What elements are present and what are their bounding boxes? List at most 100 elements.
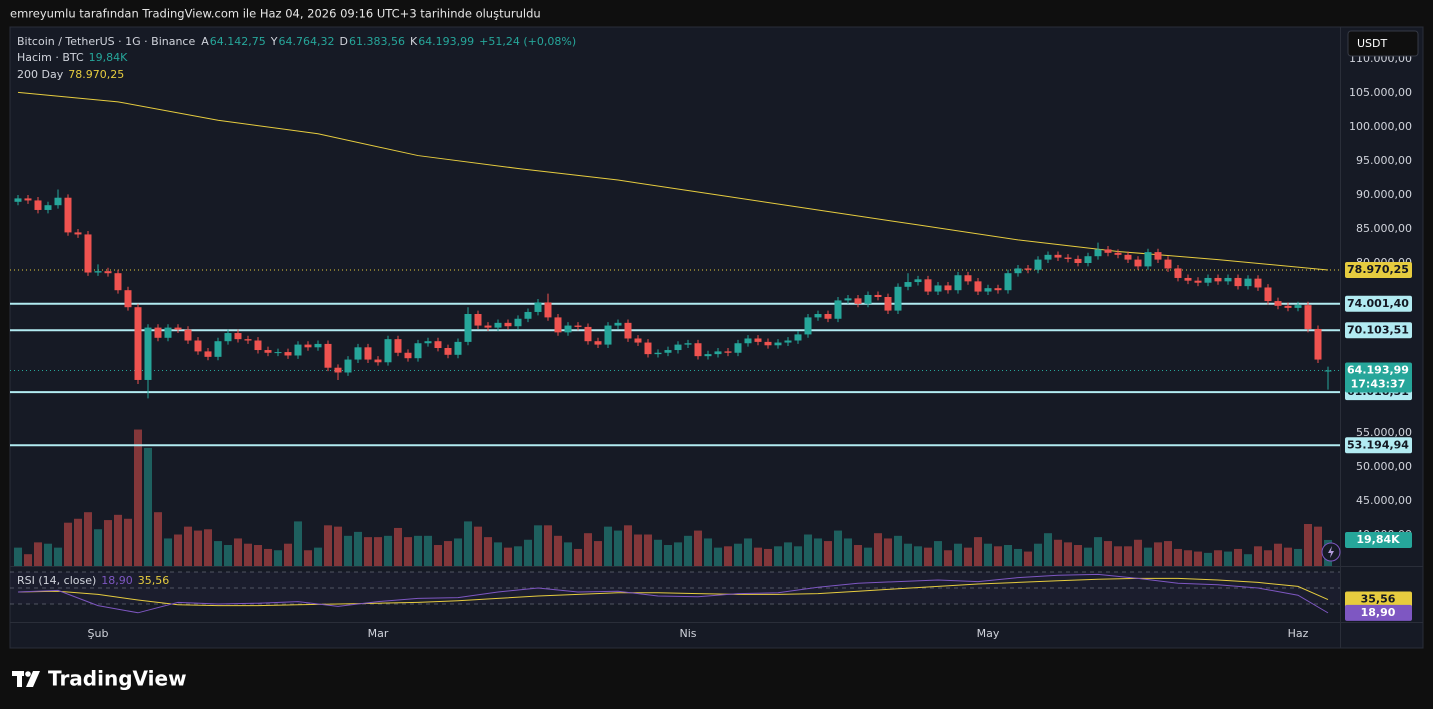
candle-body: [994, 288, 1002, 291]
volume-bar: [814, 538, 822, 566]
currency-button[interactable]: [1347, 30, 1419, 57]
volume-bar: [744, 538, 752, 566]
volume-bar: [634, 534, 642, 566]
candle-body: [1074, 258, 1082, 264]
candle-body: [304, 344, 312, 348]
volume-bar: [784, 542, 792, 566]
candle-body: [1154, 252, 1162, 260]
volume-bar: [964, 547, 972, 566]
volume-bar: [34, 542, 42, 566]
candle-body: [1214, 277, 1222, 282]
candle-body: [974, 281, 982, 292]
rsi-ma-legend-value: 35,56: [138, 574, 170, 587]
candle-body: [724, 351, 732, 353]
candle-body: [1104, 249, 1112, 253]
volume-bar: [194, 530, 202, 566]
volume-bar: [524, 539, 532, 566]
candle-body: [84, 234, 92, 273]
volume-bar: [54, 547, 62, 566]
candle-body: [614, 322, 622, 326]
candle-body: [394, 339, 402, 353]
candle-body: [554, 317, 562, 333]
candle-body: [1164, 259, 1172, 269]
volume-bar: [394, 527, 402, 566]
volume-bar: [684, 535, 692, 566]
ma-legend-name: 200 Day: [17, 68, 64, 81]
volume-bar: [314, 547, 322, 566]
volume-bar: [1114, 546, 1122, 566]
volume-bar: [904, 543, 912, 566]
candle-body: [764, 341, 772, 346]
volume-bar: [764, 548, 772, 566]
volume-bar: [534, 525, 542, 566]
legend-key: A: [201, 35, 209, 48]
candle-body: [604, 325, 612, 345]
candle-body: [864, 294, 872, 304]
x-tick-label: Şub: [88, 627, 109, 640]
volume-bar: [264, 548, 272, 566]
volume-bar: [1204, 552, 1212, 566]
volume-bar: [44, 543, 52, 566]
candle-body: [774, 342, 782, 346]
candle-body: [1254, 278, 1262, 288]
volume-bar: [894, 535, 902, 566]
legend-key: Y: [270, 35, 278, 48]
candle-body: [734, 343, 742, 353]
volume-bar: [544, 525, 552, 566]
volume-bar: [484, 537, 492, 566]
candle-body: [1144, 252, 1152, 267]
candle-body: [194, 340, 202, 352]
candle-body: [124, 290, 132, 308]
candle-body: [1194, 280, 1202, 283]
candle-body: [1034, 259, 1042, 270]
candle-body: [894, 286, 902, 311]
volume-bar: [104, 520, 112, 566]
volume-bar: [404, 537, 412, 566]
rsi-ma-line: [17, 577, 1329, 607]
candle-body: [1134, 259, 1142, 267]
candle-body: [1314, 328, 1322, 360]
volume-bar: [984, 543, 992, 566]
volume-bar: [664, 545, 672, 566]
volume-bar: [124, 518, 132, 566]
volume-bar: [344, 535, 352, 566]
volume-legend-name: Hacim · BTC: [17, 51, 84, 64]
candle-body: [1304, 305, 1312, 329]
volume-bar: [714, 547, 722, 566]
plot-area: [10, 91, 1340, 566]
candle-body: [1274, 301, 1282, 306]
candle-body: [714, 351, 722, 355]
candle-body: [404, 352, 412, 359]
y-tick-label: 100.000,00: [1349, 120, 1412, 133]
volume-bar: [1044, 533, 1052, 566]
candle-body: [624, 322, 632, 339]
candle-body: [694, 343, 702, 357]
candle-body: [884, 297, 892, 311]
volume-bar: [354, 531, 362, 566]
candle-body: [754, 338, 762, 342]
last-price-label: 64.193,99: [1347, 363, 1409, 376]
volume-bar: [824, 541, 832, 566]
volume-bar: [324, 525, 332, 566]
candle-body: [354, 347, 362, 360]
candle-body: [1114, 252, 1122, 255]
volume-bar: [1024, 551, 1032, 566]
candle-body: [744, 338, 752, 344]
candle-body: [1184, 277, 1192, 281]
legend-value: 64.764,32: [279, 35, 335, 48]
volume-bar: [1244, 554, 1252, 566]
volume-bar: [1154, 542, 1162, 566]
candle-body: [704, 354, 712, 357]
candle-body: [1004, 273, 1012, 291]
volume-bar: [514, 546, 522, 566]
volume-label-box: [1345, 531, 1412, 548]
candle-body: [654, 352, 662, 355]
candle-body: [1324, 370, 1332, 372]
volume-bar: [1264, 550, 1272, 566]
volume-bar: [554, 535, 562, 566]
volume-bar: [614, 530, 622, 566]
volume-bar: [184, 526, 192, 566]
candle-body: [484, 325, 492, 328]
candle-body: [634, 338, 642, 343]
